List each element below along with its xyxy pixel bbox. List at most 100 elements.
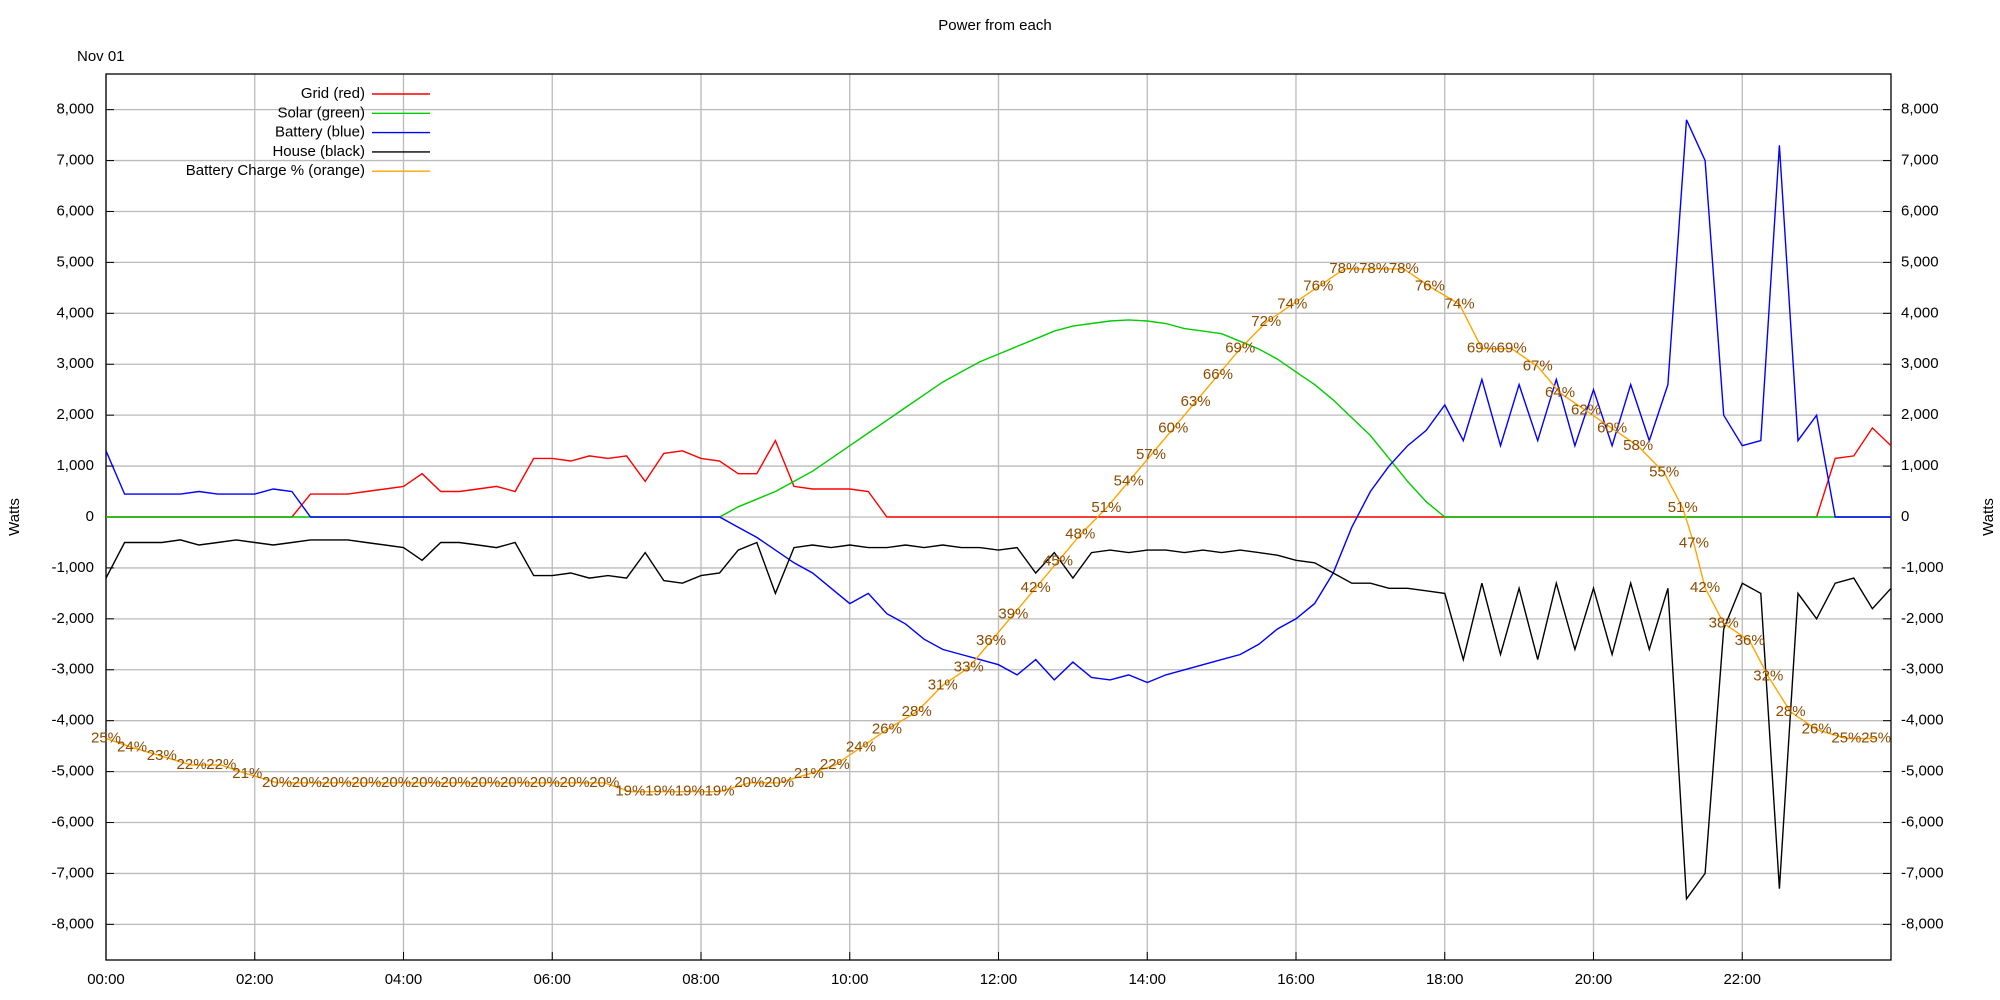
data-label: 21% (794, 765, 824, 782)
series-line (105, 268, 1877, 793)
data-label: 20% (530, 774, 560, 791)
y-tick-label: 1,000 (56, 457, 94, 474)
y-tick-label-right: -6,000 (1901, 813, 1944, 830)
data-label: 21% (232, 765, 262, 782)
data-label: 78% (1329, 260, 1359, 277)
data-label: 74% (1277, 295, 1307, 312)
data-label: 76% (1303, 278, 1333, 295)
data-label: 67% (1523, 357, 1553, 374)
data-label: 78% (1359, 260, 1389, 277)
data-label: 22% (206, 756, 236, 773)
x-tick-label: 06:00 (533, 971, 571, 988)
x-tick-label: 10:00 (831, 971, 869, 988)
y-tick-label: -5,000 (51, 763, 94, 780)
data-label: 78% (1389, 260, 1419, 277)
y-tick-label: 3,000 (56, 355, 94, 372)
data-label: 38% (1709, 614, 1739, 631)
x-tick-label: 16:00 (1277, 971, 1315, 988)
data-label: 19% (675, 783, 705, 800)
data-label: 20% (351, 774, 381, 791)
data-label: 31% (928, 676, 958, 693)
data-label: 20% (560, 774, 590, 791)
y-tick-label: -6,000 (51, 813, 94, 830)
y-tick-label-right: 0 (1901, 508, 1909, 525)
data-label: 55% (1649, 464, 1679, 481)
data-label: 26% (872, 721, 902, 738)
data-label: 28% (1776, 703, 1806, 720)
y-tick-label: -3,000 (51, 661, 94, 678)
data-label: 20% (411, 774, 441, 791)
y-axis-label: Watts (6, 498, 23, 536)
y-tick-label: -2,000 (51, 610, 94, 627)
data-label: 20% (381, 774, 411, 791)
data-label: 20% (589, 774, 619, 791)
data-label: 39% (998, 605, 1028, 622)
data-label: 24% (846, 738, 876, 755)
y-tick-label: -1,000 (51, 559, 94, 576)
y-tick-label: 0 (86, 508, 94, 525)
data-label: 20% (322, 774, 352, 791)
data-label: 36% (976, 632, 1006, 649)
legend-label: Grid (red) (301, 85, 365, 102)
data-label: 23% (147, 747, 177, 764)
data-label: 45% (1043, 552, 1073, 569)
y-tick-label-right: -4,000 (1901, 712, 1944, 729)
y-tick-label-right: 6,000 (1901, 202, 1939, 219)
x-tick-label: 08:00 (682, 971, 720, 988)
data-label: 25% (1861, 729, 1891, 746)
x-tick-label: 02:00 (236, 971, 274, 988)
y-tick-label-right: -8,000 (1901, 915, 1944, 932)
y-tick-label: -8,000 (51, 915, 94, 932)
series-line (105, 119, 1891, 684)
data-label: 69% (1225, 340, 1255, 357)
data-label: 22% (177, 756, 207, 773)
data-label: 20% (292, 774, 322, 791)
data-label: 22% (820, 756, 850, 773)
data-label: 26% (1802, 721, 1832, 738)
data-label: 54% (1114, 473, 1144, 490)
y-tick-label-right: 5,000 (1901, 253, 1939, 270)
data-label: 63% (1181, 393, 1211, 410)
data-label: 48% (1065, 526, 1095, 543)
data-label: 20% (764, 774, 794, 791)
data-label: 25% (91, 729, 121, 746)
data-label: 33% (954, 659, 984, 676)
data-label: 36% (1735, 632, 1765, 649)
data-label: 51% (1668, 499, 1698, 516)
data-label: 64% (1545, 384, 1575, 401)
data-label: 20% (734, 774, 764, 791)
data-label: 19% (645, 783, 675, 800)
data-label: 28% (902, 703, 932, 720)
y-tick-label: 8,000 (56, 101, 94, 118)
data-label: 47% (1679, 535, 1709, 552)
x-tick-label: 04:00 (385, 971, 423, 988)
y-tick-label: 2,000 (56, 406, 94, 423)
data-label: 74% (1445, 295, 1475, 312)
data-label: 32% (1753, 667, 1783, 684)
legend-label: Solar (green) (277, 104, 365, 121)
y-tick-label-right: 7,000 (1901, 152, 1939, 169)
legend-label: House (black) (272, 143, 365, 160)
data-label: 69% (1467, 340, 1497, 357)
data-label: 58% (1623, 437, 1653, 454)
x-tick-label: 00:00 (87, 971, 125, 988)
y-tick-label: -7,000 (51, 864, 94, 881)
chart-subtitle: Nov 01 (77, 48, 125, 65)
legend-label: Battery Charge % (orange) (186, 162, 365, 179)
y-axis-label-right: Watts (1980, 498, 1997, 536)
data-label: 51% (1091, 499, 1121, 516)
y-tick-label-right: 8,000 (1901, 101, 1939, 118)
y-tick-label-right: -2,000 (1901, 610, 1944, 627)
y-tick-label: -4,000 (51, 712, 94, 729)
data-label: 20% (441, 774, 471, 791)
data-label: 20% (262, 774, 292, 791)
y-tick-label-right: 2,000 (1901, 406, 1939, 423)
x-tick-label: 20:00 (1575, 971, 1613, 988)
data-label: 24% (117, 738, 147, 755)
x-tick-label: 14:00 (1128, 971, 1166, 988)
data-label: 60% (1597, 419, 1627, 436)
x-tick-label: 22:00 (1723, 971, 1761, 988)
data-label: 42% (1690, 579, 1720, 596)
y-tick-label-right: 3,000 (1901, 355, 1939, 372)
